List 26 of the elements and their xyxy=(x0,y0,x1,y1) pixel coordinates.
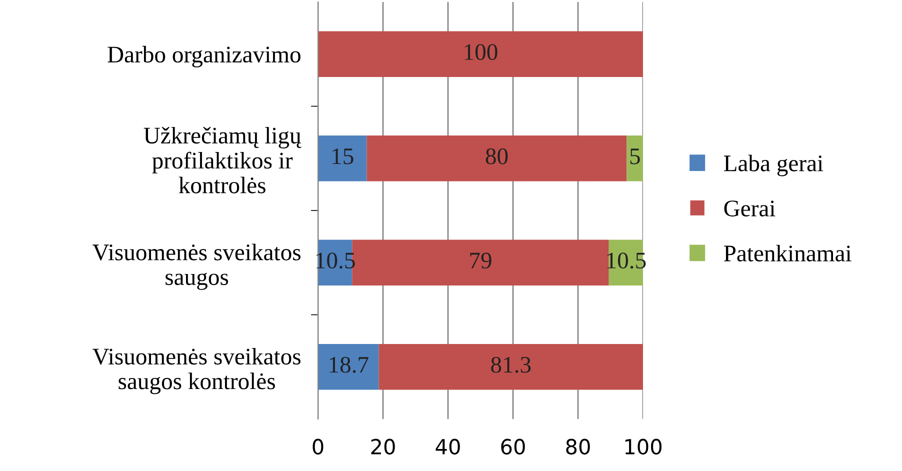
data-label: 5 xyxy=(630,148,640,164)
legend-label: Gerai xyxy=(724,200,776,216)
y-tick-label: Visuomenės sveikatos saugos kontrolės xyxy=(92,348,300,394)
data-label: 18.7 xyxy=(330,356,368,373)
x-tick-label: 40 xyxy=(436,438,460,455)
x-tick-label: 20 xyxy=(371,438,395,455)
bar xyxy=(366,135,627,182)
x-tick-label: 80 xyxy=(566,438,590,455)
x-tick-label: 60 xyxy=(501,438,525,455)
bar xyxy=(626,135,643,182)
x-tick-label: 100 xyxy=(625,438,662,455)
data-label: 79 xyxy=(470,252,492,269)
data-label: 100 xyxy=(464,44,498,60)
y-tick-label: Užkrečiamų ligų profilaktikos ir kontrolės xyxy=(144,126,302,194)
legend-label: Patenkinamai xyxy=(724,244,852,262)
data-label: 81.3 xyxy=(491,356,531,373)
data-label: 15 xyxy=(332,148,354,164)
y-tick-label: Visuomenės sveikatos saugos xyxy=(92,244,300,290)
bar xyxy=(378,344,643,390)
x-tick-label: 0 xyxy=(312,438,324,455)
data-label: 80 xyxy=(486,148,508,164)
y-tick-label: Darbo organizavimo xyxy=(108,46,300,68)
bar xyxy=(318,31,643,78)
legend-label: Laba gerai xyxy=(724,154,824,176)
bar xyxy=(318,344,379,390)
bar xyxy=(318,135,367,182)
